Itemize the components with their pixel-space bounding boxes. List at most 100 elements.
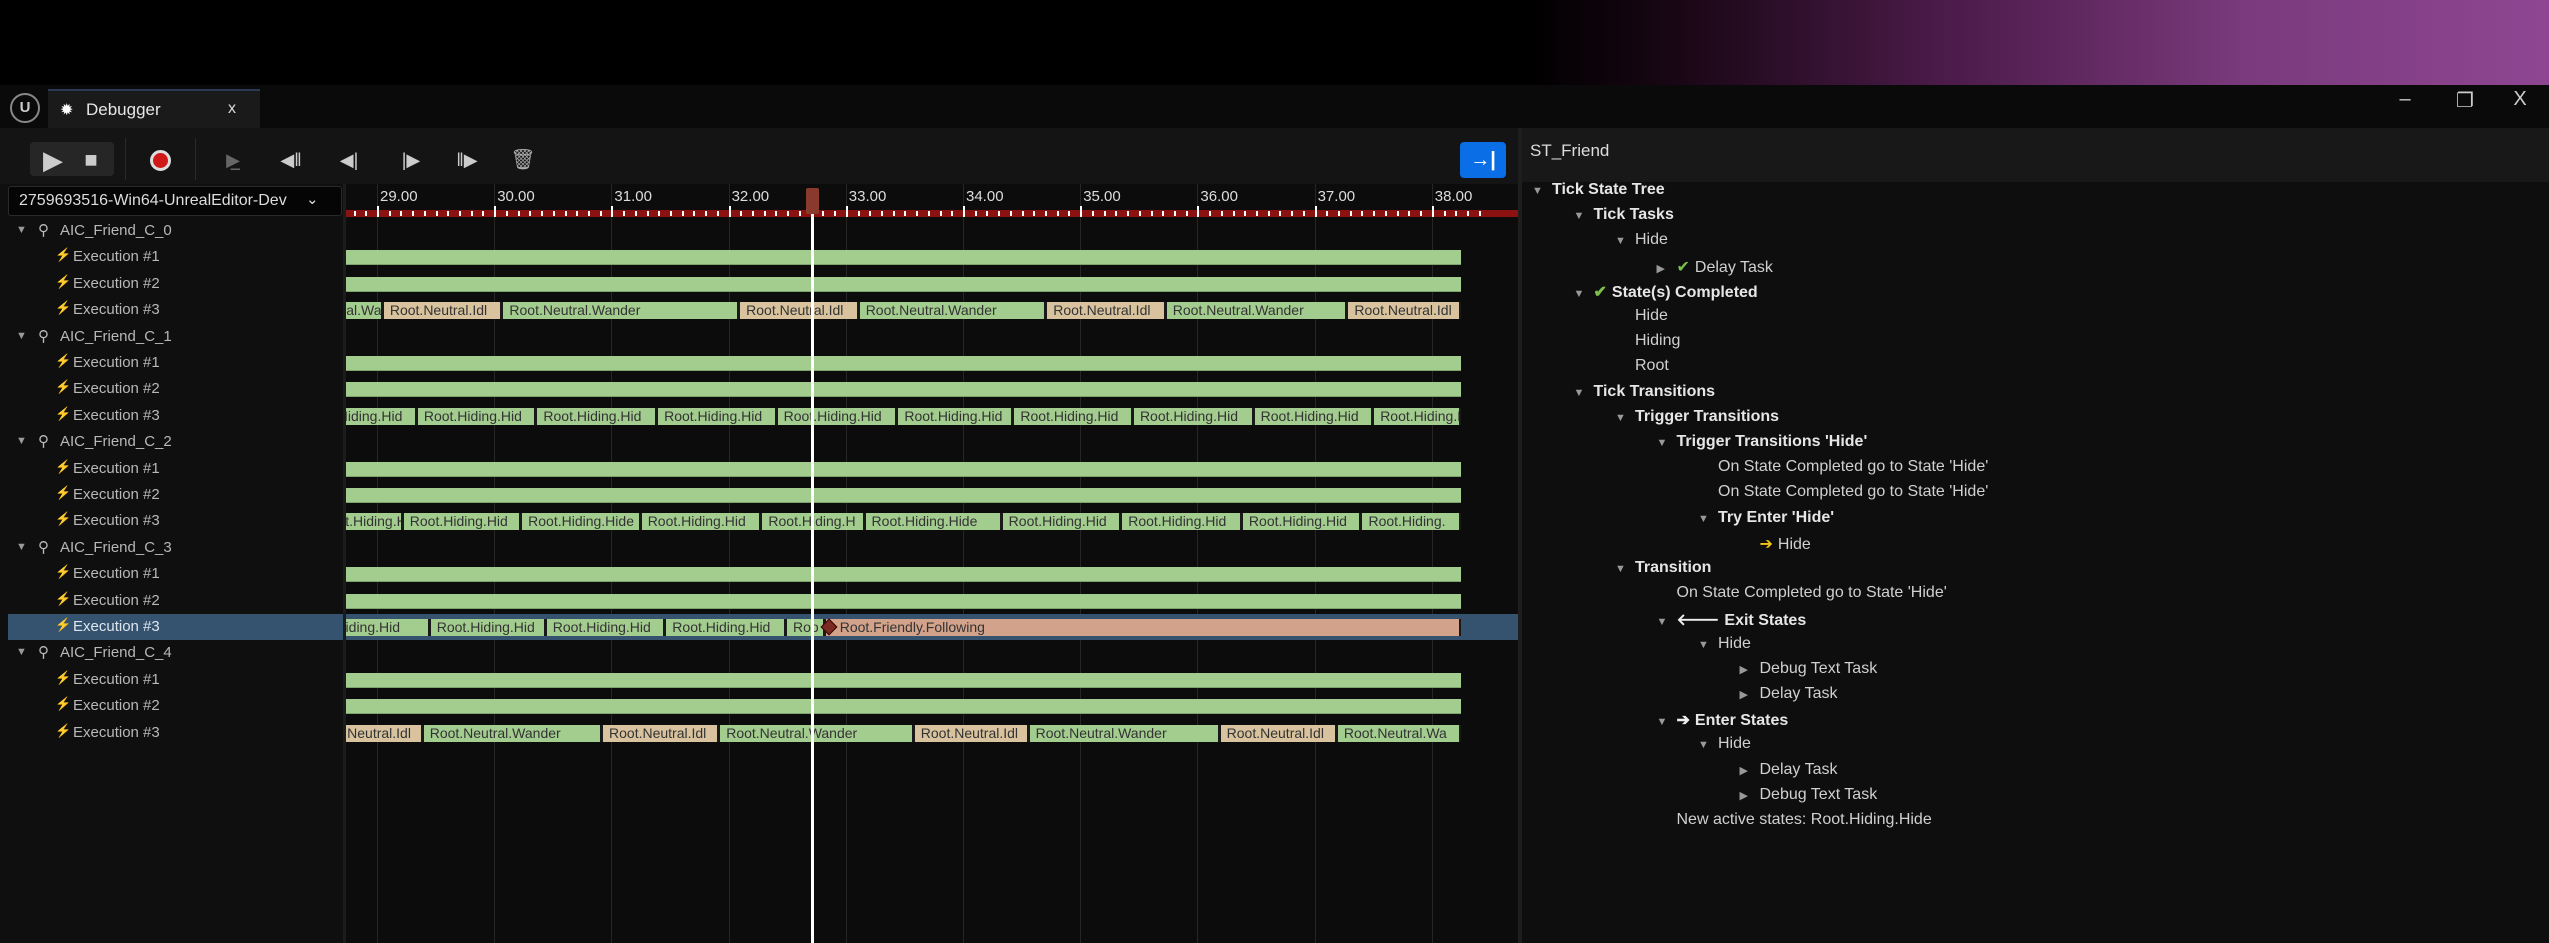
state-segment[interactable]: Root.Hiding.Hid (402, 513, 522, 531)
state-segment[interactable]: Root.Friendly.Following (824, 619, 1462, 636)
expand-triangle-icon[interactable]: ▼ (1615, 411, 1626, 424)
execution-bar[interactable] (346, 488, 1462, 503)
stop-icon[interactable]: ■ (84, 147, 98, 172)
scrubber-handle[interactable] (805, 188, 819, 214)
timeline[interactable]: 29.00 30.00 31.00 32.00 33.00 34.00 35.00 36.00… (346, 184, 1518, 943)
step-back-icon[interactable]: ◀| (339, 150, 359, 170)
tree-item-execution[interactable]: ⚡ Execution #1 (0, 456, 343, 482)
unreal-logo-icon[interactable]: U (10, 93, 40, 123)
state-segment[interactable]: Root.Hiding.Hid (545, 619, 666, 636)
tree-item-instance[interactable]: ▼ ⚲ AIC_Friend_C_1 (0, 324, 343, 350)
tree-item-execution[interactable]: ⚡ Execution #1 (0, 350, 343, 376)
expand-triangle-icon[interactable]: ▼ (1656, 716, 1668, 729)
state-segment[interactable]: Root.Neutral.Idl (382, 302, 503, 320)
state-segment[interactable]: Root.Hiding.Hid (665, 619, 786, 636)
state-segment[interactable]: Root.Neutral.Idl (1219, 724, 1337, 742)
expand-triangle-icon[interactable]: ▼ (1573, 386, 1585, 399)
state-segment[interactable]: Root.Neutral.Idl (346, 724, 423, 742)
details-tree-row[interactable]: ▼ Tick Tasks (1574, 206, 1674, 231)
tree-item-execution[interactable]: ⚡ Execution #3 (0, 508, 343, 534)
tab-debugger[interactable]: ✹ Debugger x (48, 89, 260, 128)
tree-item-execution[interactable]: ⚡ Execution #3 (0, 720, 343, 746)
collapse-triangle-icon[interactable]: ▶ (1739, 663, 1748, 676)
state-segment[interactable]: Root.Neutral.Idl (1347, 302, 1462, 320)
expand-triangle-icon[interactable]: ▼ (16, 435, 27, 448)
details-tree-row[interactable]: ▶ ✔ Delay Task (1657, 257, 1773, 282)
state-segment[interactable]: Root.Neutral.Idl (739, 302, 859, 320)
collapse-triangle-icon[interactable]: ▶ (1739, 689, 1748, 701)
tree-item-execution[interactable]: ⚡ Execution #1 (0, 244, 343, 270)
dock-right-icon[interactable]: →| (1460, 142, 1506, 178)
back-frame-icon[interactable]: ◀‖ (280, 150, 302, 170)
state-segment[interactable]: Root.Hiding.Hid (657, 407, 777, 425)
execution-bar[interactable] (346, 356, 1462, 371)
execution-bar[interactable] (346, 382, 1462, 398)
minimize-button[interactable]: – (2399, 88, 2411, 110)
forward-frame-icon[interactable]: ‖▶ (456, 150, 478, 170)
tree-item-instance[interactable]: ▼ ⚲ AIC_Friend_C_2 (0, 429, 343, 455)
collapse-triangle-icon[interactable]: ▶ (1656, 262, 1665, 275)
execution-bar[interactable] (346, 276, 1462, 292)
expand-triangle-icon[interactable]: ▼ (16, 646, 27, 659)
expand-triangle-icon[interactable]: ▼ (1698, 739, 1709, 752)
session-dropdown[interactable]: 2759693516-Win64-UnrealEditor-Dev (8, 186, 342, 216)
expand-triangle-icon[interactable]: ▼ (1532, 185, 1543, 197)
tree-item-execution[interactable]: ⚡ Execution #2 (0, 588, 343, 614)
expand-triangle-icon[interactable]: ▼ (1615, 563, 1626, 575)
details-tree-row[interactable]: ▼ ✔ State(s) Completed (1574, 282, 1758, 307)
collapse-triangle-icon[interactable]: ▶ (1739, 764, 1748, 777)
state-segment[interactable]: Root.Neutral.Wander (346, 302, 383, 320)
state-segment[interactable]: Root.Neutral.Wander (422, 724, 603, 742)
details-tree-row[interactable]: ▼ Transition (1615, 559, 1711, 584)
tree-item-execution[interactable]: ⚡ Execution #2 (0, 376, 343, 402)
tree-item-execution[interactable]: ⚡ Execution #3 (0, 297, 343, 323)
step-forward-icon[interactable]: |▶ (401, 150, 421, 170)
state-segment[interactable]: Root.Hiding.Hid (346, 407, 417, 425)
collapse-triangle-icon[interactable]: ▶ (1739, 789, 1748, 802)
state-segment[interactable]: Root.Hiding.Hid (346, 619, 430, 636)
trash-icon[interactable]: 🗑 (510, 149, 536, 171)
expand-triangle-icon[interactable]: ▼ (1698, 638, 1709, 651)
step-into-icon[interactable]: ▶̲ (226, 150, 240, 170)
tree-item-execution[interactable]: ⚡ Execution #2 (0, 482, 343, 508)
play-icon[interactable]: ▶ (43, 145, 63, 175)
details-tree-row[interactable]: ▼ Tick Transitions (1574, 383, 1716, 408)
details-tree-row[interactable]: ▼ 🡐 Exit States (1657, 609, 1807, 634)
execution-bar[interactable] (346, 567, 1462, 583)
state-segment[interactable]: Root.Hiding.Hid (897, 407, 1014, 425)
scrubber-line[interactable] (810, 188, 814, 943)
state-segment[interactable]: Root.Hiding.Hid (1013, 407, 1133, 425)
state-segment[interactable]: Root.Neutral.Idl (602, 724, 720, 742)
state-segment[interactable]: Root.Hiding.Hid (416, 407, 537, 425)
details-tree-row[interactable]: ▼ ➔ Enter States (1657, 710, 1789, 735)
details-tree-row[interactable]: ▼ Trigger Transitions 'Hide' (1657, 433, 1868, 458)
tree-item-execution[interactable]: ⚡ Execution #1 (0, 561, 343, 587)
tree-item-execution[interactable]: ⚡ Execution #3 (0, 403, 343, 429)
state-segment[interactable]: Root.Neutral.Wander (1165, 302, 1348, 320)
expand-triangle-icon[interactable]: ▼ (1698, 512, 1709, 525)
state-segment[interactable]: Root.Hiding.Hide (864, 513, 1002, 531)
state-segment[interactable]: Root.Hiding.Hid (1001, 513, 1122, 531)
execution-bar[interactable] (346, 672, 1462, 688)
tree-item-execution[interactable]: ⚡ Execution #2 (0, 693, 343, 719)
timeline-ruler[interactable] (346, 210, 1518, 217)
record-icon[interactable] (150, 150, 171, 171)
state-segment[interactable]: Root.Neutral.Wander (1028, 724, 1220, 742)
panel-splitter[interactable] (1518, 128, 1522, 943)
state-segment[interactable]: Roo (786, 619, 825, 636)
state-segment[interactable]: Root.Hiding.Hid (1132, 407, 1254, 425)
expand-triangle-icon[interactable]: ▼ (1656, 437, 1668, 449)
details-tree-row[interactable]: ▶ Debug Text Task (1740, 660, 1878, 685)
tree-item-execution[interactable]: ⚡ Execution #2 (0, 271, 343, 297)
state-segment[interactable]: Root.Hiding.Hid (536, 407, 658, 425)
state-segment[interactable]: Root.Neutral.Wander (858, 302, 1047, 320)
details-tree-row[interactable]: ▼ Hide (1698, 635, 1751, 660)
details-tree-row[interactable]: ▼ Try Enter 'Hide' (1698, 509, 1834, 534)
details-tree-row[interactable]: ▼ Tick State Tree (1532, 181, 1665, 206)
expand-triangle-icon[interactable]: ▼ (16, 224, 27, 236)
execution-bar[interactable] (346, 593, 1462, 609)
expand-triangle-icon[interactable]: ▼ (1573, 210, 1585, 223)
close-window-button[interactable]: X (2513, 88, 2527, 110)
expand-triangle-icon[interactable]: ▼ (1573, 287, 1585, 300)
state-segment[interactable]: Root.Neutral.Wa (1336, 724, 1462, 742)
